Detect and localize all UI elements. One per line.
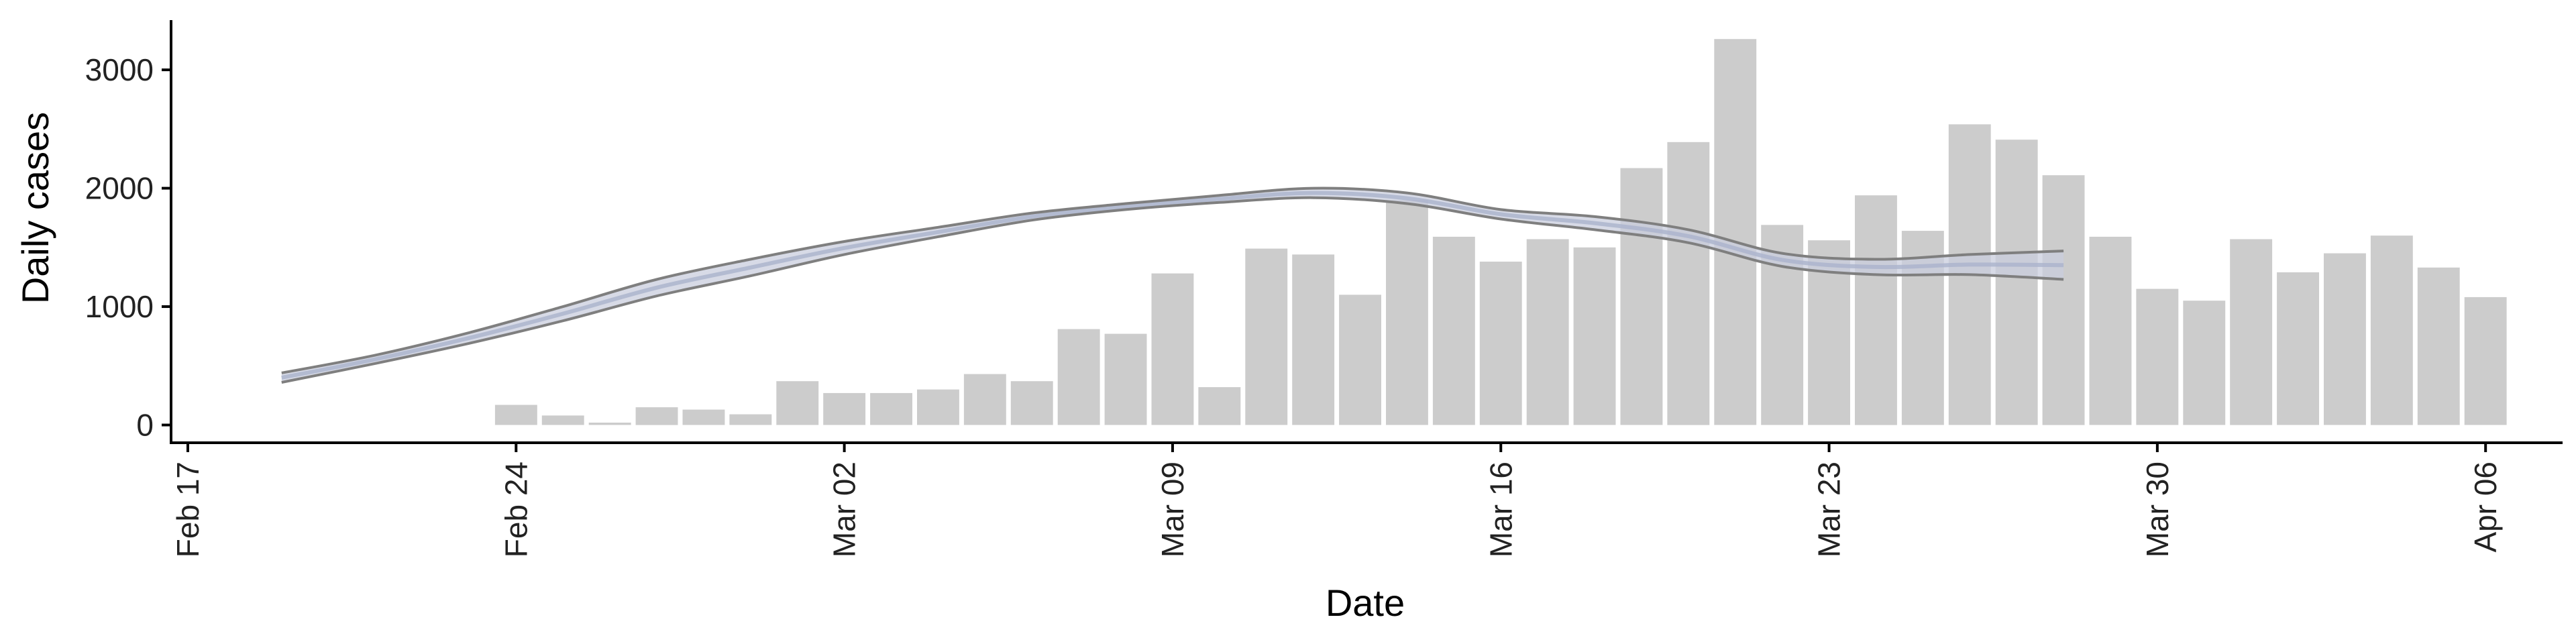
bar bbox=[1010, 381, 1053, 425]
bar bbox=[588, 423, 631, 425]
bar bbox=[1526, 239, 1569, 425]
y-tick-label: 1000 bbox=[85, 289, 154, 324]
bar bbox=[870, 392, 912, 425]
bar bbox=[1855, 195, 1897, 425]
bar bbox=[963, 374, 1006, 425]
bar bbox=[823, 392, 866, 425]
y-axis-title: Daily cases bbox=[14, 112, 56, 304]
bar bbox=[1386, 200, 1428, 425]
bar bbox=[2370, 235, 2413, 425]
bar bbox=[1057, 329, 1100, 425]
bar bbox=[1620, 168, 1663, 425]
band-center-line bbox=[281, 191, 2064, 380]
band-upper-line bbox=[281, 186, 2064, 374]
bar bbox=[682, 409, 725, 425]
bar bbox=[1573, 247, 1616, 425]
x-tick-label: Apr 06 bbox=[2468, 462, 2503, 553]
bar bbox=[1432, 236, 1475, 425]
x-tick-label: Feb 24 bbox=[498, 462, 533, 557]
bar bbox=[2230, 239, 2273, 425]
x-tick-label: Mar 02 bbox=[827, 462, 862, 557]
bar bbox=[1198, 387, 1241, 425]
bar bbox=[494, 405, 537, 425]
bar bbox=[2136, 288, 2179, 425]
bar bbox=[1151, 273, 1194, 425]
bar bbox=[2183, 301, 2226, 425]
x-tick-label: Mar 30 bbox=[2140, 462, 2175, 557]
x-tick-label: Mar 09 bbox=[1155, 462, 1190, 557]
bar bbox=[2277, 272, 2319, 425]
x-axis-title: Date bbox=[1326, 582, 1405, 624]
y-tick-label: 2000 bbox=[85, 171, 154, 206]
bar bbox=[1104, 333, 1147, 425]
bar bbox=[2324, 253, 2366, 425]
bar bbox=[1667, 142, 1710, 425]
bar bbox=[2089, 236, 2132, 425]
bar bbox=[1995, 140, 2038, 425]
bar bbox=[541, 415, 584, 425]
bar bbox=[2417, 267, 2460, 425]
bar bbox=[917, 389, 959, 425]
x-axis-ticks: Feb 17 Feb 24 Mar 02 Mar 09 Mar 16 Mar 23 Mar … bbox=[170, 443, 2503, 557]
smoothed-trend-band bbox=[281, 186, 2064, 384]
bar-series bbox=[494, 39, 2507, 425]
band-lower-line bbox=[281, 196, 2064, 384]
bar bbox=[635, 407, 678, 425]
bar bbox=[1245, 248, 1288, 425]
x-tick-label: Feb 17 bbox=[170, 462, 205, 557]
bar bbox=[2042, 175, 2085, 425]
bar bbox=[2464, 297, 2507, 425]
y-axis-ticks: 0 1000 2000 3000 bbox=[85, 52, 171, 443]
y-tick-label: 0 bbox=[136, 408, 154, 443]
bar bbox=[776, 381, 819, 425]
bar bbox=[1292, 254, 1335, 425]
bar bbox=[1479, 262, 1522, 425]
axes bbox=[170, 20, 2563, 444]
bar bbox=[729, 414, 772, 425]
y-tick-label: 3000 bbox=[85, 52, 154, 87]
x-tick-label: Mar 16 bbox=[1483, 462, 1518, 557]
bar bbox=[1714, 39, 1757, 425]
x-tick-label: Mar 23 bbox=[1812, 462, 1847, 557]
bar bbox=[1339, 294, 1381, 425]
